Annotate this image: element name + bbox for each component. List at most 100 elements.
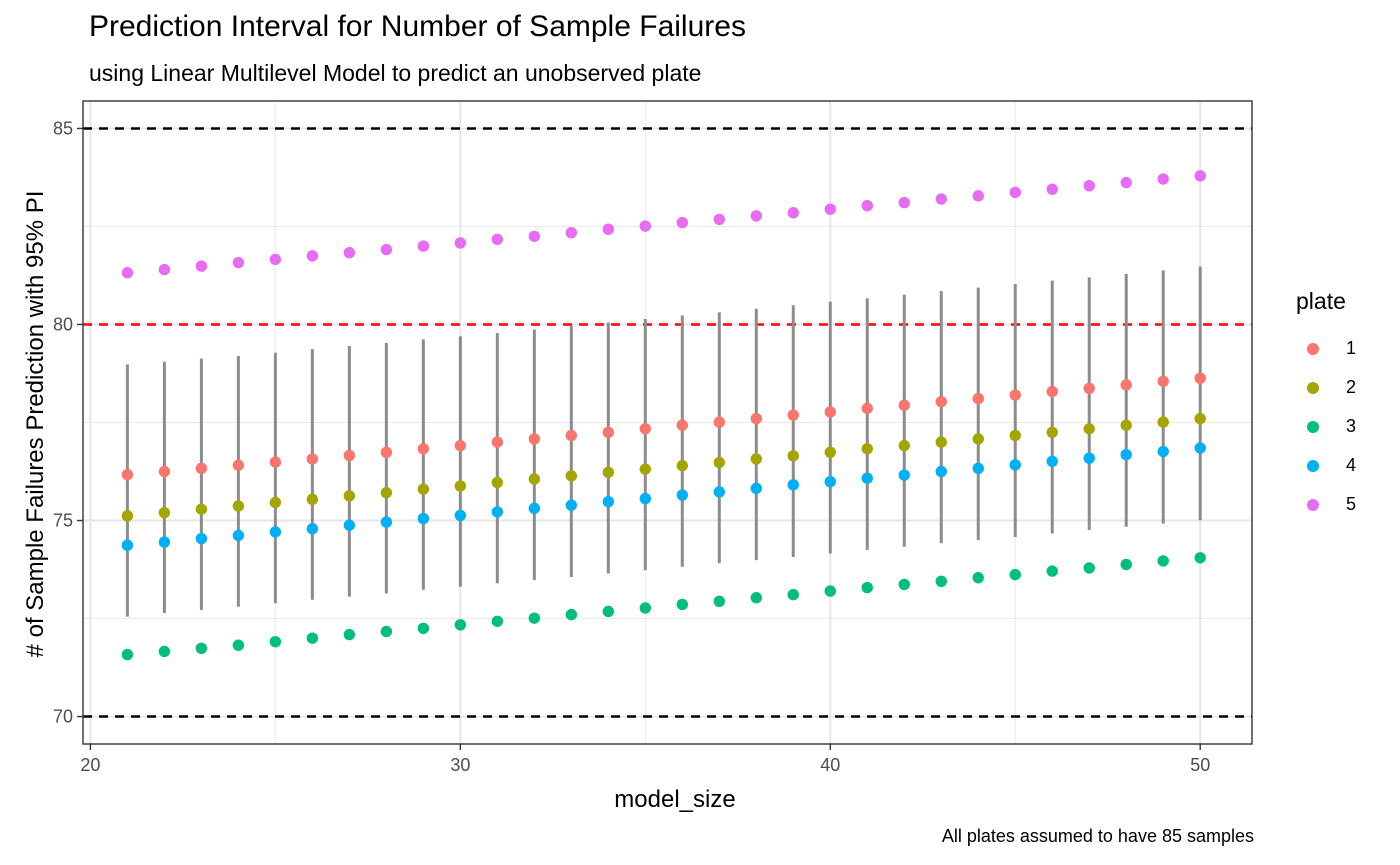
point-plate-5 <box>269 253 282 266</box>
y-axis-title: # of Sample Failures Prediction with 95%… <box>22 190 49 658</box>
chart-title: Prediction Interval for Number of Sample… <box>89 10 746 43</box>
point-plate-3 <box>1083 562 1095 574</box>
legend-dot <box>1307 498 1319 511</box>
point-plate-4 <box>380 516 393 528</box>
point-plate-2 <box>306 493 319 506</box>
point-plate-4 <box>639 492 652 505</box>
point-plate-5 <box>972 190 984 202</box>
point-plate-2 <box>232 500 245 512</box>
x-axis: 20 30 40 50 <box>80 744 1210 775</box>
point-plate-1 <box>491 436 504 448</box>
point-plate-4 <box>454 509 467 522</box>
point-plate-5 <box>565 227 578 239</box>
point-plate-4 <box>750 482 762 495</box>
point-plate-1 <box>343 449 356 462</box>
legend-title: plate <box>1296 288 1346 314</box>
point-plate-5 <box>306 250 319 262</box>
point-plate-1 <box>1157 375 1169 388</box>
point-plate-1 <box>1120 379 1132 391</box>
point-plate-5 <box>1157 173 1169 185</box>
y-tick-label: 85 <box>53 118 73 138</box>
x-tick-label: 20 <box>80 755 100 775</box>
y-tick-label: 70 <box>53 707 73 727</box>
point-plate-2 <box>676 459 688 472</box>
point-plate-1 <box>269 456 282 468</box>
point-plate-1 <box>454 439 467 452</box>
point-plate-5 <box>639 220 652 232</box>
point-plate-5 <box>417 240 430 252</box>
point-plate-4 <box>121 539 134 551</box>
point-plate-2 <box>1046 426 1058 439</box>
point-plate-2 <box>713 456 725 469</box>
point-plate-1 <box>1009 389 1021 401</box>
legend-label: 1 <box>1346 338 1357 358</box>
point-plate-5 <box>158 263 171 276</box>
point-plate-5 <box>380 243 393 256</box>
point-plate-4 <box>232 529 245 542</box>
x-tick-label: 40 <box>820 755 840 775</box>
point-plate-4 <box>713 486 725 498</box>
point-plate-3 <box>1157 555 1169 567</box>
point-plate-4 <box>898 469 910 481</box>
point-plate-4 <box>935 465 947 478</box>
point-plate-3 <box>454 619 467 631</box>
point-plate-1 <box>750 412 762 425</box>
point-plate-1 <box>824 406 836 418</box>
point-plate-3 <box>898 578 910 591</box>
legend-dot <box>1307 420 1319 433</box>
point-plate-2 <box>824 446 836 458</box>
point-plate-1 <box>158 465 171 478</box>
point-plate-5 <box>121 267 134 279</box>
point-plate-4 <box>824 476 836 488</box>
legend-label: 4 <box>1346 455 1357 475</box>
point-plate-3 <box>824 585 836 597</box>
point-plate-3 <box>158 645 171 658</box>
legend-key <box>1296 381 1330 394</box>
legend-items: 1 2 3 4 5 <box>1296 329 1356 524</box>
point-plate-1 <box>1194 372 1206 384</box>
point-plate-2 <box>972 433 984 445</box>
legend-label: 2 <box>1346 377 1357 397</box>
point-plate-5 <box>195 260 208 272</box>
chart-caption: All plates assumed to have 85 samples <box>941 826 1254 846</box>
legend-item-plate-3: 3 <box>1296 407 1356 446</box>
legend-key <box>1296 459 1330 472</box>
point-plate-1 <box>1046 385 1058 398</box>
point-plate-4 <box>158 536 171 548</box>
point-plate-3 <box>232 639 245 651</box>
point-plate-4 <box>417 512 430 525</box>
point-plate-4 <box>1120 448 1132 461</box>
point-plate-2 <box>1009 429 1021 442</box>
point-plate-4 <box>491 506 504 518</box>
point-plate-3 <box>491 615 504 627</box>
legend-label: 5 <box>1346 494 1357 514</box>
point-plate-1 <box>1083 382 1095 395</box>
point-plate-2 <box>861 443 873 455</box>
point-plate-2 <box>380 486 393 499</box>
x-axis-title: model_size <box>614 786 736 813</box>
point-plate-3 <box>528 612 541 624</box>
legend: plate 1 2 3 4 5 <box>1296 288 1356 524</box>
point-plate-4 <box>565 499 578 511</box>
point-plate-2 <box>121 510 134 522</box>
point-plate-2 <box>195 503 208 515</box>
point-plate-3 <box>676 598 688 611</box>
point-plate-5 <box>861 199 873 212</box>
legend-key <box>1296 342 1330 355</box>
point-plate-2 <box>1194 412 1206 425</box>
point-plate-3 <box>380 625 393 638</box>
point-plate-2 <box>417 483 430 495</box>
legend-dot <box>1307 342 1319 355</box>
point-plate-2 <box>1157 416 1169 428</box>
point-plate-1 <box>713 416 725 428</box>
point-plate-3 <box>787 588 799 601</box>
point-plate-4 <box>602 495 615 508</box>
point-plate-3 <box>935 575 947 587</box>
point-plate-2 <box>1083 423 1095 435</box>
point-plate-4 <box>1083 452 1095 464</box>
y-axis: 70 75 80 85 <box>53 118 83 727</box>
point-plate-3 <box>713 595 725 607</box>
point-plate-4 <box>343 519 356 531</box>
point-plate-2 <box>491 476 504 489</box>
